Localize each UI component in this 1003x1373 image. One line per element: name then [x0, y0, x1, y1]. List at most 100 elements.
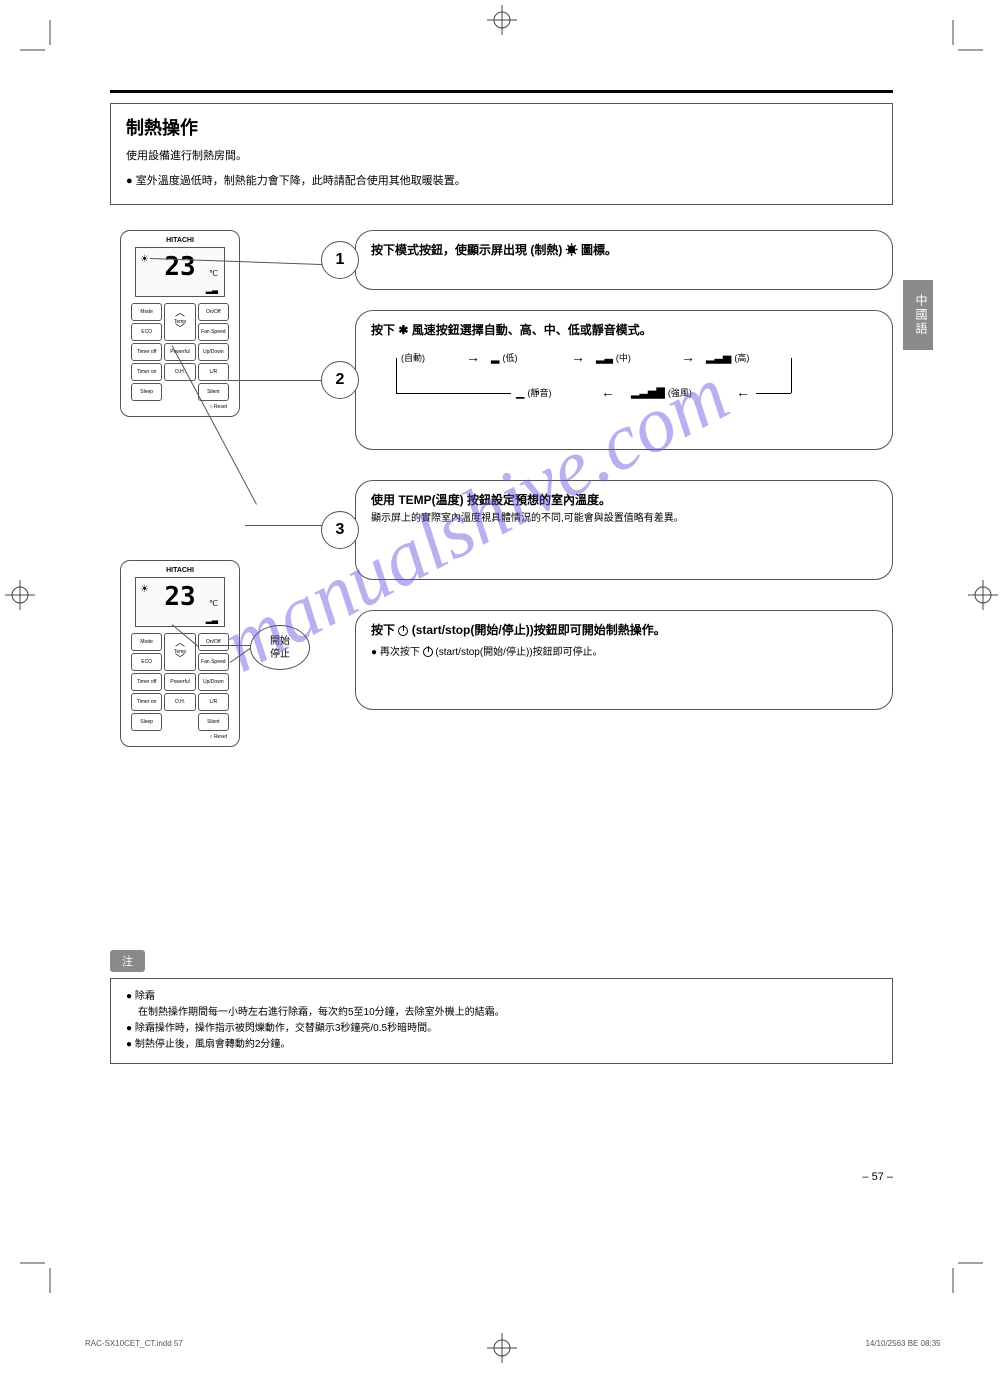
fan-silent: ▁(靜音) [516, 386, 551, 399]
step-panel-2: 2 按下 ✱ 風速按鈕選擇自動、高、中、低或靜音模式。 (自動) → ▂(低) … [355, 310, 893, 450]
start-stop-callout: 開始 停止 [250, 625, 310, 670]
fan-med: ▂▃(中) [596, 351, 631, 364]
heat-icon-2: ☀ [140, 584, 149, 595]
silent-button: Silent [198, 383, 229, 401]
registration-mark-bottom [487, 1333, 517, 1368]
title-subtitle: 使用設備進行制熱房間。 [126, 148, 877, 165]
screen-temp-2: 23 [136, 578, 224, 616]
connector-3b [245, 525, 325, 526]
note-item-1: 除霜 [126, 989, 877, 1005]
registration-mark-top [487, 5, 517, 40]
temp-unit-2: ℃ [209, 599, 218, 608]
heat-icon: ☀ [140, 254, 149, 265]
remote-screen: ☀ 23 ℃ ▂▃ [135, 247, 225, 297]
crop-mark-bl [20, 1253, 60, 1293]
onoff-button-2: On/Off [198, 633, 229, 651]
note-box: 除霜 在制熱操作期間每一小時左右進行除霜，每次約5至10分鐘，去除室外機上的結霜… [110, 978, 893, 1064]
step-panel-4: 按下 (start/stop(開始/停止))按鈕即可開始制熱操作。 再次按下 (… [355, 610, 893, 710]
p4-end-text: (start/stop(開始/停止))按鈕即可開始制熱操作。 [412, 623, 666, 637]
step-num-2: 2 [321, 361, 359, 399]
step-head-3: 使用 TEMP(溫度) 按鈕設定預想的室內溫度。 [371, 491, 877, 508]
note-item-2: 在制熱操作期間每一小時左右進行除霜，每次約5至10分鐘，去除室外機上的結霜。 [126, 1005, 877, 1021]
note-section: 注 除霜 在制熱操作期間每一小時左右進行除霜，每次約5至10分鐘，去除室外機上的… [110, 950, 893, 1064]
reset-text-2: Reset [214, 734, 227, 740]
fan-level-icon: ▂▃ [206, 285, 218, 294]
mode-button-2: Mode [131, 633, 162, 651]
remote-diagram-2: HITACHI ☀ 23 ℃ ▂▃ Mode ︿ Temp ﹀ On/Off E… [120, 560, 240, 747]
fan-cycle-diagram: (自動) → ▂(低) → ▂▃(中) → ▂▃▅(高) ▁(靜音) ← ▂▃▅… [371, 346, 877, 416]
cycle-line-bottom-l [396, 393, 511, 394]
timeron-button-2: Timer on [131, 693, 162, 711]
screen-temp: 23 [136, 248, 224, 286]
reset-text: Reset [214, 404, 227, 410]
step-num-3: 3 [321, 511, 359, 549]
fan-silent-label: (靜音) [527, 386, 551, 399]
p4-stop-start: 再次按下 [380, 647, 420, 658]
cycle-line-left [396, 358, 397, 393]
title-note: ● 室外溫度過低時，制熱能力會下降，此時請配合使用其他取暖裝置。 [126, 173, 877, 190]
arrow-left-icon: ← [736, 384, 750, 400]
reset-label: ○ Reset [127, 401, 233, 410]
remote-buttons: Mode ︿ Temp ﹀ On/Off ECO Fan Speed Timer… [127, 303, 233, 401]
mode-button: Mode [131, 303, 162, 321]
powerful-button-2: Powerful [164, 673, 195, 691]
fan-low-label: (低) [502, 351, 517, 364]
callout-start: 開始 [270, 635, 290, 648]
temp-button: ︿ Temp ﹀ [164, 303, 195, 341]
fan-bars-low-icon: ▂ [491, 351, 499, 364]
power-icon-2 [423, 647, 433, 657]
sleep-button: Sleep [131, 383, 162, 401]
footer-file: RAC-SX10CET_CT.indd 57 [85, 1339, 183, 1348]
fan-silent-icon: ▁ [516, 386, 524, 399]
cycle-line-right [791, 358, 792, 393]
temp-button-2: ︿ Temp ﹀ [164, 633, 195, 671]
footer-filename: RAC-SX10CET_CT.indd 57 14/10/2563 BE 08:… [85, 1339, 221, 1348]
oh-button-2: O.H. [164, 693, 195, 711]
registration-mark-right [968, 580, 998, 615]
fan-strong: ▂▃▅▇(強風) [631, 386, 692, 399]
page-content: 制熱操作 使用設備進行制熱房間。 ● 室外溫度過低時，制熱能力會下降，此時請配合… [110, 90, 893, 1133]
updown-button-2: Up/Down [198, 673, 229, 691]
step-panel-3: 3 使用 TEMP(溫度) 按鈕設定預想的室內溫度。 顯示屏上的實際室內溫度視具… [355, 480, 893, 580]
step-panel-1: 1 按下模式按鈕，使顯示屏出現 (制熱) ☀ 圖標。 [355, 230, 893, 290]
lr-button: L/R [198, 363, 229, 381]
language-tab: 中國語 [903, 280, 933, 350]
arrow-icon: → [466, 349, 480, 365]
reset-label-2: ○ Reset [127, 731, 233, 740]
note-item-4: 制熱停止後，風扇會轉動約2分鐘。 [126, 1037, 877, 1053]
step-num-1: 1 [321, 241, 359, 279]
p4-start-text: 按下 [371, 623, 395, 637]
remote-brand: HITACHI [127, 237, 233, 244]
remote-brand-2: HITACHI [127, 567, 233, 574]
step-body-3: 顯示屏上的實際室內溫度視具體情況的不同,可能會與設置值略有差異。 [371, 512, 877, 526]
updown-button: Up/Down [198, 343, 229, 361]
powerful-button: Powerful [164, 343, 195, 361]
p4-stop-end: (start/stop(開始/停止))按鈕即可停止。 [435, 647, 602, 658]
power-icon [398, 626, 408, 636]
oh-button: O.H. [164, 363, 195, 381]
note-item-3: 除霜操作時，操作指示被閃爍動作，交替顯示3秒鐘亮/0.5秒暗時間。 [126, 1021, 877, 1037]
fan-strong-label: (強風) [668, 386, 692, 399]
fan-bars-med-icon: ▂▃ [596, 351, 613, 364]
page-title: 制熱操作 [126, 114, 877, 140]
timeron-button: Timer on [131, 363, 162, 381]
page-number: – 57 – [862, 1171, 893, 1183]
title-box: 制熱操作 使用設備進行制熱房間。 ● 室外溫度過低時，制熱能力會下降，此時請配合… [110, 103, 893, 205]
fan-bars-high-icon: ▂▃▅ [706, 351, 731, 364]
title-rule [110, 90, 893, 93]
arrow-left-icon: ← [601, 384, 615, 400]
registration-mark-left [5, 580, 35, 615]
onoff-button: On/Off [198, 303, 229, 321]
fan-auto-label: (自動) [401, 351, 425, 364]
arrow-icon: → [571, 349, 585, 365]
footer-time: 14/10/2563 BE 08:35 [865, 1339, 940, 1348]
eco-button-2: ECO [131, 653, 162, 671]
temp-unit: ℃ [209, 269, 218, 278]
main-layout: HITACHI ☀ 23 ℃ ▂▃ Mode ︿ Temp ﹀ On/Off E… [110, 230, 893, 930]
fan-high-label: (高) [734, 351, 749, 364]
lr-button-2: L/R [198, 693, 229, 711]
sleep-button-2: Sleep [131, 713, 162, 731]
crop-mark-br [943, 1253, 983, 1293]
step-head-2: 按下 ✱ 風速按鈕選擇自動、高、中、低或靜音模式。 [371, 321, 877, 338]
fan-low: ▂(低) [491, 351, 517, 364]
